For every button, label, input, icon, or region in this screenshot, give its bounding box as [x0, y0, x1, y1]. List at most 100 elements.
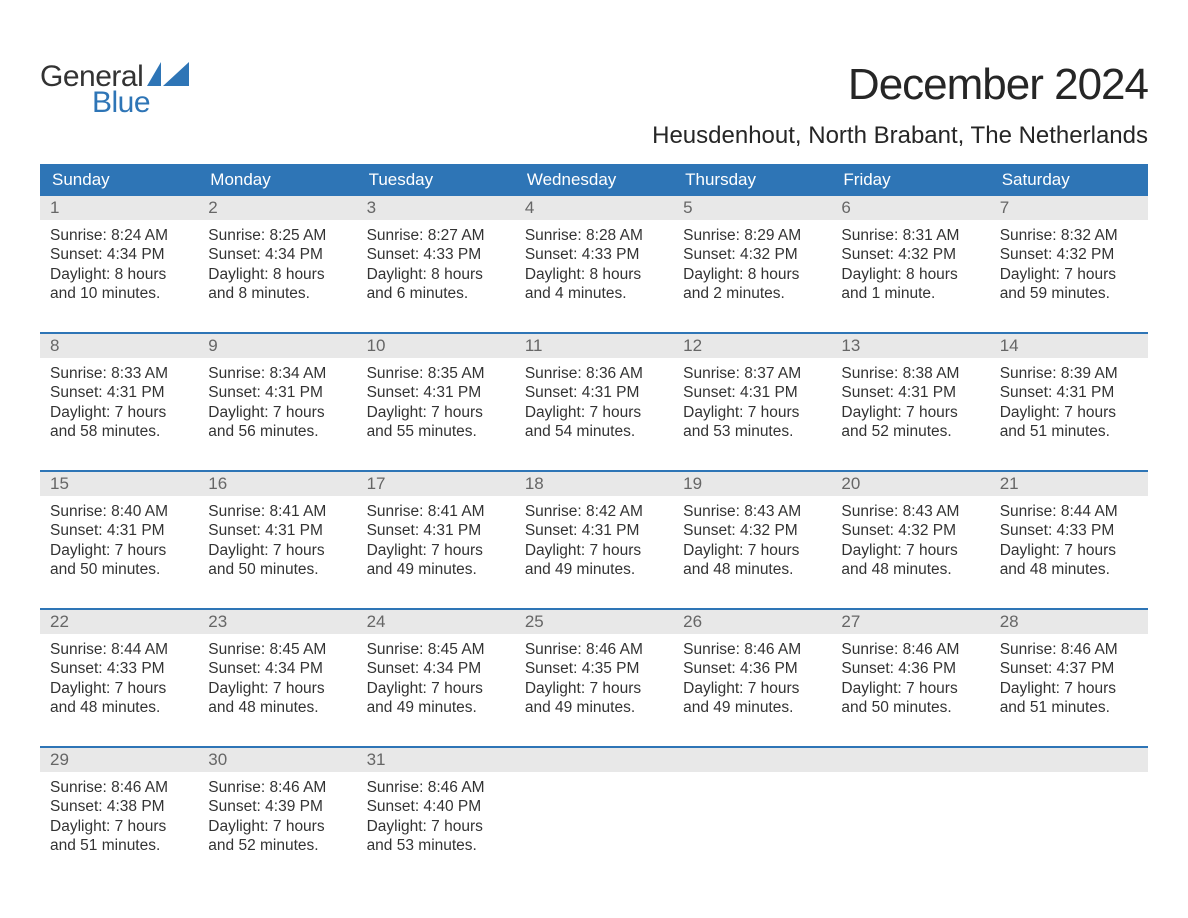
- daylight-text: Daylight: 7 hours: [841, 403, 981, 422]
- day-body: Sunrise: 8:29 AMSunset: 4:32 PMDaylight:…: [673, 220, 831, 310]
- sunrise-text: Sunrise: 8:42 AM: [525, 502, 665, 521]
- sunset-text: Sunset: 4:31 PM: [208, 383, 348, 402]
- sunrise-text: Sunrise: 8:45 AM: [208, 640, 348, 659]
- daylight-text: and 48 minutes.: [208, 698, 348, 717]
- day-cell: 4Sunrise: 8:28 AMSunset: 4:33 PMDaylight…: [515, 196, 673, 314]
- day-cell: 7 Sunrise: 8:32 AMSunset: 4:32 PMDaylight…: [990, 196, 1148, 314]
- day-number: 20: [831, 472, 989, 496]
- daylight-text: and 58 minutes.: [50, 422, 190, 441]
- day-number: 8: [40, 334, 198, 358]
- sunrise-text: Sunrise: 8:41 AM: [208, 502, 348, 521]
- sunrise-text: Sunrise: 8:46 AM: [525, 640, 665, 659]
- daylight-text: Daylight: 7 hours: [50, 541, 190, 560]
- daylight-text: Daylight: 8 hours: [525, 265, 665, 284]
- day-number: 16: [198, 472, 356, 496]
- daylight-text: and 48 minutes.: [841, 560, 981, 579]
- daylight-text: and 54 minutes.: [525, 422, 665, 441]
- daylight-text: Daylight: 8 hours: [208, 265, 348, 284]
- day-body: Sunrise: 8:45 AMSunset: 4:34 PMDaylight:…: [357, 634, 515, 724]
- day-number-empty: [831, 748, 989, 772]
- day-cell: [673, 748, 831, 866]
- week-row: 1Sunrise: 8:24 AMSunset: 4:34 PMDaylight…: [40, 196, 1148, 314]
- month-title: December 2024: [652, 60, 1148, 110]
- day-number: 9: [198, 334, 356, 358]
- day-body: Sunrise: 8:35 AMSunset: 4:31 PMDaylight:…: [357, 358, 515, 448]
- daylight-text: Daylight: 7 hours: [683, 679, 823, 698]
- daylight-text: and 56 minutes.: [208, 422, 348, 441]
- day-cell: 11Sunrise: 8:36 AMSunset: 4:31 PMDayligh…: [515, 334, 673, 452]
- sunrise-text: Sunrise: 8:32 AM: [1000, 226, 1140, 245]
- sunrise-text: Sunrise: 8:45 AM: [367, 640, 507, 659]
- day-number: 17: [357, 472, 515, 496]
- sunrise-text: Sunrise: 8:46 AM: [683, 640, 823, 659]
- dow-cell: Wednesday: [515, 164, 673, 196]
- sunrise-text: Sunrise: 8:46 AM: [208, 778, 348, 797]
- day-body: Sunrise: 8:43 AMSunset: 4:32 PMDaylight:…: [831, 496, 989, 586]
- day-number-empty: [990, 748, 1148, 772]
- day-number: 14: [990, 334, 1148, 358]
- daylight-text: and 8 minutes.: [208, 284, 348, 303]
- daylight-text: Daylight: 7 hours: [208, 403, 348, 422]
- daylight-text: Daylight: 7 hours: [367, 679, 507, 698]
- sunrise-text: Sunrise: 8:41 AM: [367, 502, 507, 521]
- daylight-text: Daylight: 8 hours: [841, 265, 981, 284]
- daylight-text: Daylight: 7 hours: [525, 679, 665, 698]
- day-body: Sunrise: 8:24 AMSunset: 4:34 PMDaylight:…: [40, 220, 198, 310]
- day-cell: 24Sunrise: 8:45 AMSunset: 4:34 PMDayligh…: [357, 610, 515, 728]
- dow-cell: Monday: [198, 164, 356, 196]
- day-cell: 30Sunrise: 8:46 AMSunset: 4:39 PMDayligh…: [198, 748, 356, 866]
- daylight-text: and 53 minutes.: [683, 422, 823, 441]
- sunrise-text: Sunrise: 8:46 AM: [1000, 640, 1140, 659]
- daylight-text: Daylight: 7 hours: [1000, 265, 1140, 284]
- day-number: 30: [198, 748, 356, 772]
- sunrise-text: Sunrise: 8:34 AM: [208, 364, 348, 383]
- daylight-text: and 49 minutes.: [367, 698, 507, 717]
- sunset-text: Sunset: 4:32 PM: [683, 245, 823, 264]
- sunset-text: Sunset: 4:31 PM: [208, 521, 348, 540]
- day-number-empty: [673, 748, 831, 772]
- day-number-empty: [515, 748, 673, 772]
- logo-text-blue: Blue: [92, 86, 189, 120]
- day-cell: 27Sunrise: 8:46 AMSunset: 4:36 PMDayligh…: [831, 610, 989, 728]
- day-cell: [990, 748, 1148, 866]
- dow-cell: Saturday: [990, 164, 1148, 196]
- sunset-text: Sunset: 4:32 PM: [841, 521, 981, 540]
- day-cell: 13Sunrise: 8:38 AMSunset: 4:31 PMDayligh…: [831, 334, 989, 452]
- daylight-text: and 50 minutes.: [208, 560, 348, 579]
- dow-header-row: Sunday Monday Tuesday Wednesday Thursday…: [40, 164, 1148, 196]
- daylight-text: and 10 minutes.: [50, 284, 190, 303]
- header: General Blue December 2024 Heusdenhout, …: [40, 20, 1148, 150]
- sunset-text: Sunset: 4:31 PM: [683, 383, 823, 402]
- day-cell: 12Sunrise: 8:37 AMSunset: 4:31 PMDayligh…: [673, 334, 831, 452]
- day-cell: 20Sunrise: 8:43 AMSunset: 4:32 PMDayligh…: [831, 472, 989, 590]
- daylight-text: Daylight: 8 hours: [683, 265, 823, 284]
- sunrise-text: Sunrise: 8:25 AM: [208, 226, 348, 245]
- day-cell: [831, 748, 989, 866]
- sunrise-text: Sunrise: 8:46 AM: [841, 640, 981, 659]
- sunset-text: Sunset: 4:31 PM: [367, 521, 507, 540]
- daylight-text: and 49 minutes.: [683, 698, 823, 717]
- day-body: Sunrise: 8:37 AMSunset: 4:31 PMDaylight:…: [673, 358, 831, 448]
- day-number: 29: [40, 748, 198, 772]
- day-body: Sunrise: 8:39 AMSunset: 4:31 PMDaylight:…: [990, 358, 1148, 448]
- day-number: 28: [990, 610, 1148, 634]
- sunset-text: Sunset: 4:32 PM: [1000, 245, 1140, 264]
- day-cell: 10Sunrise: 8:35 AMSunset: 4:31 PMDayligh…: [357, 334, 515, 452]
- sunset-text: Sunset: 4:39 PM: [208, 797, 348, 816]
- sunrise-text: Sunrise: 8:29 AM: [683, 226, 823, 245]
- daylight-text: Daylight: 7 hours: [208, 679, 348, 698]
- week-row: 22Sunrise: 8:44 AMSunset: 4:33 PMDayligh…: [40, 608, 1148, 728]
- sunrise-text: Sunrise: 8:43 AM: [841, 502, 981, 521]
- day-body: Sunrise: 8:46 AMSunset: 4:36 PMDaylight:…: [673, 634, 831, 724]
- day-number: 26: [673, 610, 831, 634]
- sunset-text: Sunset: 4:31 PM: [50, 521, 190, 540]
- sunrise-text: Sunrise: 8:37 AM: [683, 364, 823, 383]
- sunset-text: Sunset: 4:33 PM: [1000, 521, 1140, 540]
- calendar: Sunday Monday Tuesday Wednesday Thursday…: [40, 164, 1148, 866]
- day-cell: 25Sunrise: 8:46 AMSunset: 4:35 PMDayligh…: [515, 610, 673, 728]
- day-number: 5: [673, 196, 831, 220]
- day-number: 2: [198, 196, 356, 220]
- dow-cell: Sunday: [40, 164, 198, 196]
- sunset-text: Sunset: 4:40 PM: [367, 797, 507, 816]
- day-number: 7: [990, 196, 1148, 220]
